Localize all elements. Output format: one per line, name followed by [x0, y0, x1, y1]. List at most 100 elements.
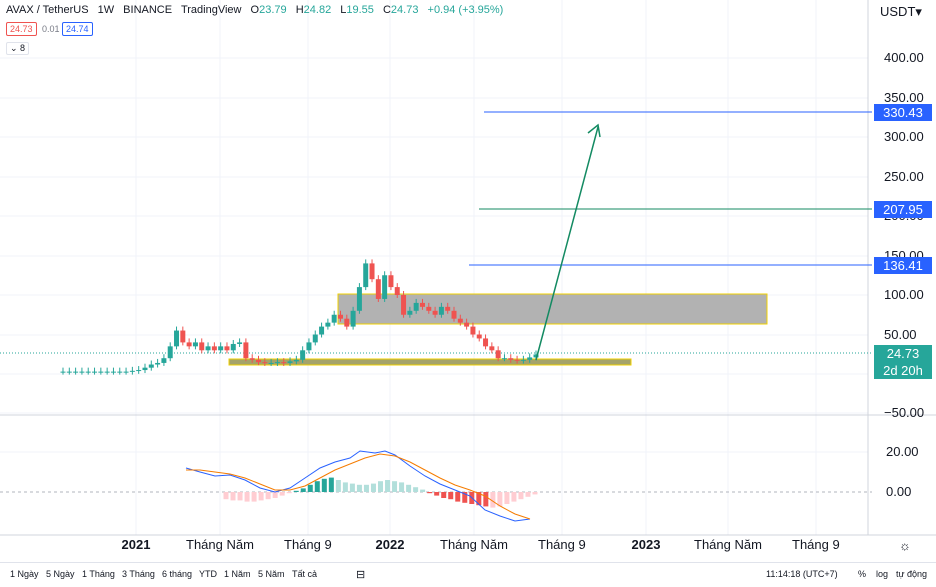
target-tag-330: 330.43: [874, 104, 932, 121]
macd-bar: [349, 483, 355, 492]
buy-badge[interactable]: 24.74: [62, 22, 93, 36]
candle-body: [508, 358, 514, 360]
candle-body: [527, 357, 533, 360]
candle-body: [533, 354, 539, 358]
macd-bar: [307, 484, 313, 492]
candle-body: [445, 306, 451, 311]
candles: [60, 259, 539, 375]
candle-body: [224, 346, 230, 351]
macd-tick: 0.00: [886, 484, 912, 499]
candle-body: [79, 371, 85, 373]
candle-body: [344, 318, 350, 327]
log-toggle[interactable]: log: [876, 569, 889, 579]
time-tick: Tháng 9: [538, 537, 586, 552]
candle-body: [457, 318, 463, 323]
candle-body: [174, 330, 180, 347]
macd-bar: [237, 492, 243, 501]
candle-body: [501, 358, 507, 360]
currency-select[interactable]: USDT▾: [880, 4, 922, 19]
candle-body: [356, 287, 362, 311]
candle-body: [470, 326, 476, 335]
time-tick: Tháng 9: [284, 537, 332, 552]
macd-bar: [265, 492, 271, 500]
target-tag-136: 136.41: [874, 257, 932, 274]
candle-body: [142, 367, 148, 371]
candle-body: [432, 310, 438, 315]
percent-toggle[interactable]: %: [858, 569, 867, 579]
range-button[interactable]: 1 Ngày: [10, 569, 39, 579]
candle-body: [375, 279, 381, 299]
settings-gear-icon[interactable]: ☼: [899, 538, 911, 553]
price-tick: 250.00: [884, 169, 924, 184]
macd-bar: [490, 492, 496, 508]
macd-bar: [286, 492, 292, 494]
source: TradingView: [180, 4, 242, 16]
macd-bar: [342, 482, 348, 492]
chart-header: AVAX / TetherUS 1W BINANCE TradingView O…: [6, 4, 515, 16]
interval[interactable]: 1W: [97, 4, 115, 16]
candle-body: [325, 322, 331, 327]
candle-body: [60, 371, 66, 373]
candle-body: [419, 302, 425, 307]
range-button[interactable]: Tất cả: [292, 569, 318, 579]
time-tick: Tháng Năm: [186, 537, 254, 552]
candle-body: [382, 275, 388, 299]
candle-body: [407, 310, 413, 315]
macd-bar: [328, 477, 334, 492]
symbol[interactable]: AVAX / TetherUS: [6, 4, 89, 16]
range-button[interactable]: 1 Tháng: [82, 569, 115, 579]
range-button[interactable]: 5 Ngày: [46, 569, 75, 579]
candle-body: [199, 342, 205, 351]
candle-body: [243, 342, 249, 359]
candle-body: [186, 342, 192, 347]
macd-bar: [504, 492, 510, 504]
chevron-down-icon: ▾: [915, 4, 922, 19]
candle-body: [256, 359, 262, 363]
candle-body: [394, 287, 400, 295]
macd-bar: [356, 484, 362, 492]
candle-body: [92, 371, 98, 373]
macd-bar: [532, 492, 538, 495]
candle-body: [300, 350, 306, 360]
macd-line: [185, 450, 531, 522]
macd-bar: [406, 484, 412, 492]
candle-body: [331, 314, 337, 323]
indicator-toggle[interactable]: ⌄ 8: [6, 42, 30, 55]
macd-bar: [230, 492, 236, 501]
calendar-icon[interactable]: ⊟: [356, 569, 366, 581]
price-tick: −50.00: [884, 405, 925, 420]
candle-body: [312, 334, 318, 343]
range-button[interactable]: YTD: [199, 569, 217, 579]
candle-body: [401, 295, 407, 315]
macd-bar: [223, 492, 229, 500]
macd-bar: [244, 492, 250, 502]
auto-toggle[interactable]: tự động: [896, 569, 928, 579]
macd-bar: [518, 492, 524, 500]
range-button[interactable]: 3 Tháng: [122, 569, 155, 579]
arrow-head: [587, 123, 601, 138]
candle-body: [205, 346, 211, 351]
range-button[interactable]: 1 Năm: [224, 569, 251, 579]
macd-bar: [399, 482, 405, 492]
price-tick: 300.00: [884, 129, 924, 144]
candle-body: [520, 359, 526, 361]
time-tick: 2021: [121, 537, 151, 552]
chevron-down-icon: ⌄: [10, 43, 21, 53]
candle-body: [192, 342, 198, 347]
sell-badge[interactable]: 24.73: [6, 22, 37, 36]
candle-body: [167, 346, 173, 359]
candle-body: [148, 364, 154, 368]
candle-body: [161, 358, 167, 363]
macd-bar: [314, 481, 320, 492]
range-button[interactable]: 6 tháng: [162, 569, 193, 579]
macd-bar: [511, 492, 517, 502]
price-tick: 350.00: [884, 90, 924, 105]
candle-body: [337, 314, 343, 319]
spread: 0.01: [42, 24, 60, 34]
range-button[interactable]: 5 Năm: [258, 569, 285, 579]
price-tick: 100.00: [884, 287, 924, 302]
candle-body: [237, 342, 243, 344]
candle-body: [129, 370, 135, 372]
macd-bar: [525, 492, 531, 497]
